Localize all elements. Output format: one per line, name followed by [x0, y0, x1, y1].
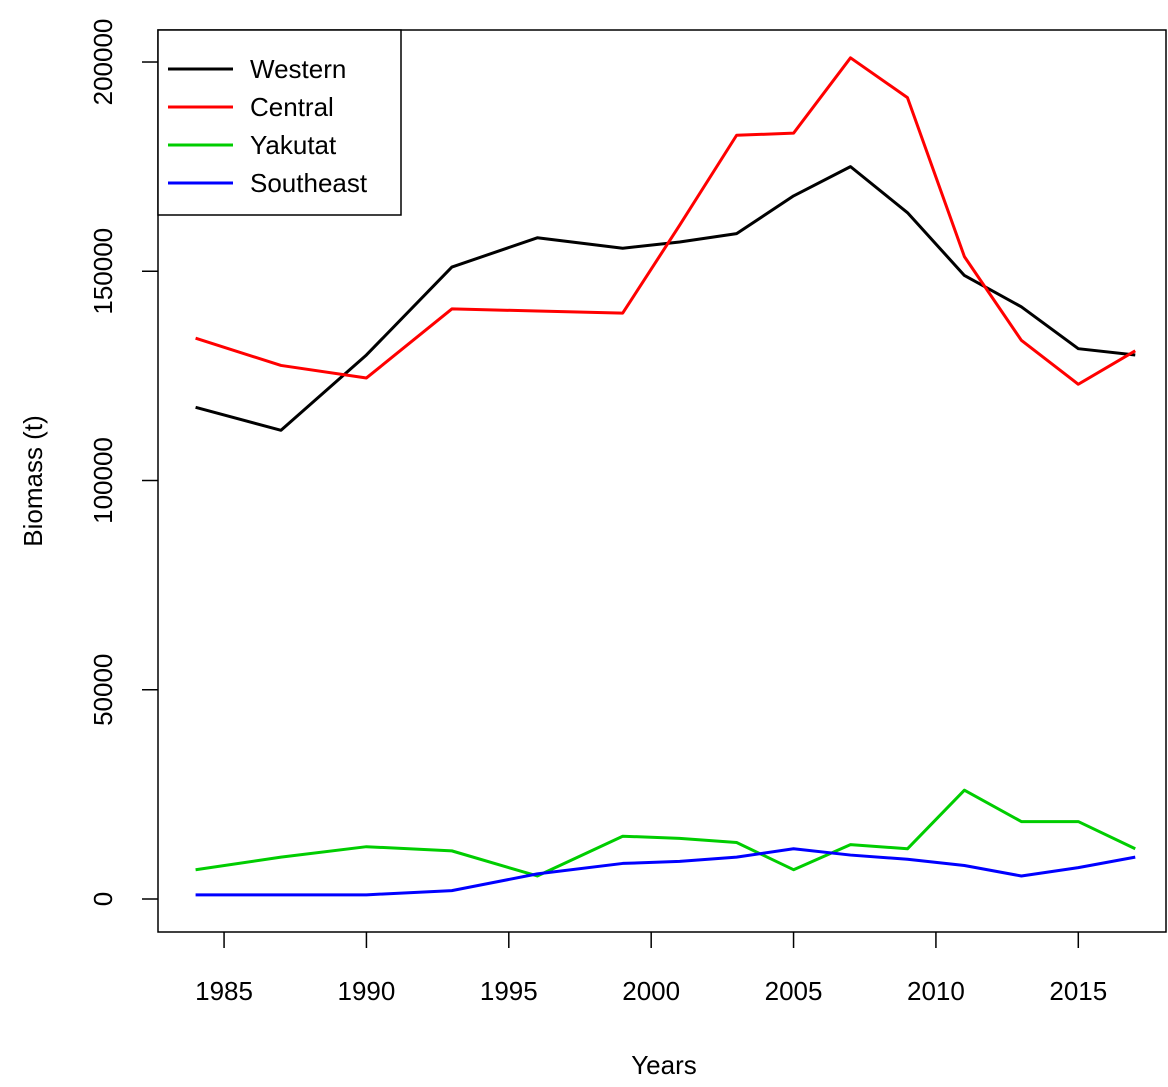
legend-label: Southeast: [250, 168, 368, 198]
y-tick-label: 50000: [88, 654, 118, 726]
y-tick-label: 100000: [88, 437, 118, 524]
legend-label: Yakutat: [250, 130, 337, 160]
x-tick-label: 2015: [1049, 976, 1107, 1006]
y-tick-label: 0: [88, 892, 118, 906]
x-tick-label: 2000: [622, 976, 680, 1006]
line-series: [195, 847, 1136, 897]
y-tick-label: 200000: [88, 19, 118, 106]
x-tick-label: 2005: [765, 976, 823, 1006]
y-tick-label: 150000: [88, 228, 118, 315]
line-series: [195, 165, 1136, 432]
x-tick-label: 1995: [480, 976, 538, 1006]
y-axis-label: Biomass (t): [18, 415, 48, 546]
x-tick-label: 1990: [338, 976, 396, 1006]
x-tick-label: 2010: [907, 976, 965, 1006]
x-tick-label: 1985: [195, 976, 253, 1006]
legend-label: Western: [250, 54, 346, 84]
x-axis-label: Years: [631, 1050, 697, 1080]
line-series: [195, 788, 1136, 878]
line-series: [195, 56, 1137, 386]
legend-label: Central: [250, 92, 334, 122]
